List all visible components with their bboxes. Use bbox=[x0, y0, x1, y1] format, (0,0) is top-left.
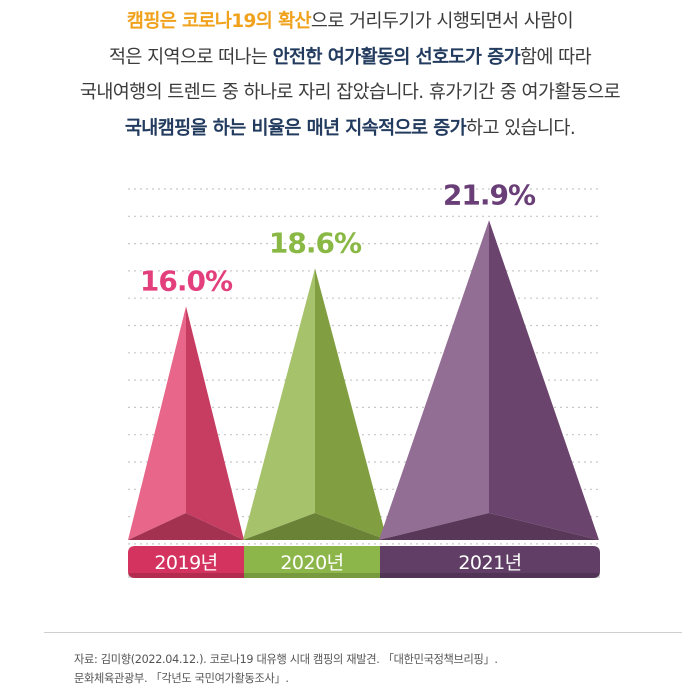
value-label: 21.9% bbox=[443, 178, 536, 211]
value-label: 18.6% bbox=[269, 226, 362, 259]
intro-highlight: 안전한 여가활동의 선호도가 증가 bbox=[272, 46, 521, 68]
intro-text-segment: 하고 있습니다. bbox=[466, 117, 576, 139]
source-line-2: 문화체육관광부. 「각년도 국민여가활동조사」. bbox=[74, 672, 289, 685]
intro-text: 캠핑은 코로나19의 확산으로 거리두기가 시행되면서 사람이 적은 지역으로 떠… bbox=[0, 4, 700, 146]
pyramid-face-right bbox=[489, 220, 599, 540]
category-band-shadow bbox=[380, 573, 600, 578]
pyramid-face-left bbox=[379, 220, 489, 540]
value-label: 16.0% bbox=[140, 264, 233, 297]
category-axis: 2019년 2020년 2021년 bbox=[128, 546, 600, 578]
pyramid-face-right bbox=[186, 306, 244, 540]
intro-text-segment: 국내여행의 트렌드 중 하나로 자리 잡았습니다. 휴가기간 중 여가활동으로 bbox=[79, 82, 621, 103]
intro-line: 국내캠핑을 하는 비율은 매년 지속적으로 증가하고 있습니다. bbox=[0, 111, 700, 147]
pyramid-bar bbox=[243, 268, 387, 540]
intro-text-segment: 으로 거리두기가 시행되면서 사람이 bbox=[310, 11, 574, 32]
divider bbox=[44, 632, 682, 633]
intro-line: 캠핑은 코로나19의 확산으로 거리두기가 시행되면서 사람이 bbox=[0, 4, 700, 40]
camping-rate-chart: 16.0% 18.6% 21.9% 2019년 2020년 2021년 bbox=[128, 177, 600, 578]
source-note: 자료: 김미향(2022.04.12.). 코로나19 대유행 시대 캠핑의 재… bbox=[74, 650, 498, 688]
category-label: 2019년 bbox=[154, 552, 217, 574]
category-band-shadow bbox=[244, 573, 380, 578]
category-label: 2020년 bbox=[280, 552, 343, 574]
intro-text-segment: 함에 따라 bbox=[520, 46, 592, 68]
intro-text-segment: 적은 지역으로 떠나는 bbox=[109, 46, 273, 68]
category-band-shadow bbox=[128, 573, 244, 578]
pyramid-bar bbox=[128, 306, 244, 540]
category-label: 2021년 bbox=[458, 552, 521, 574]
pyramid-face-bottom bbox=[243, 513, 387, 540]
intro-highlight: 국내캠핑을 하는 비율은 매년 지속적으로 증가 bbox=[124, 117, 467, 139]
pyramid-face-bottom bbox=[128, 513, 244, 540]
category-band bbox=[244, 546, 380, 578]
pyramid-face-bottom bbox=[379, 513, 599, 540]
pyramid-face-right bbox=[315, 268, 387, 540]
pyramid-bar bbox=[379, 220, 599, 540]
pyramid-face-left bbox=[243, 268, 315, 540]
source-line-1: 자료: 김미향(2022.04.12.). 코로나19 대유행 시대 캠핑의 재… bbox=[74, 653, 498, 666]
category-band bbox=[380, 546, 600, 578]
chart-marks bbox=[128, 220, 599, 540]
category-band bbox=[128, 546, 244, 578]
intro-highlight: 캠핑은 코로나19의 확산 bbox=[126, 11, 312, 32]
pyramid-face-left bbox=[128, 306, 186, 540]
intro-line: 적은 지역으로 떠나는 안전한 여가활동의 선호도가 증가함에 따라 bbox=[0, 40, 700, 76]
intro-line: 국내여행의 트렌드 중 하나로 자리 잡았습니다. 휴가기간 중 여가활동으로 bbox=[0, 75, 700, 111]
value-labels: 16.0% 18.6% 21.9% bbox=[138, 177, 538, 299]
